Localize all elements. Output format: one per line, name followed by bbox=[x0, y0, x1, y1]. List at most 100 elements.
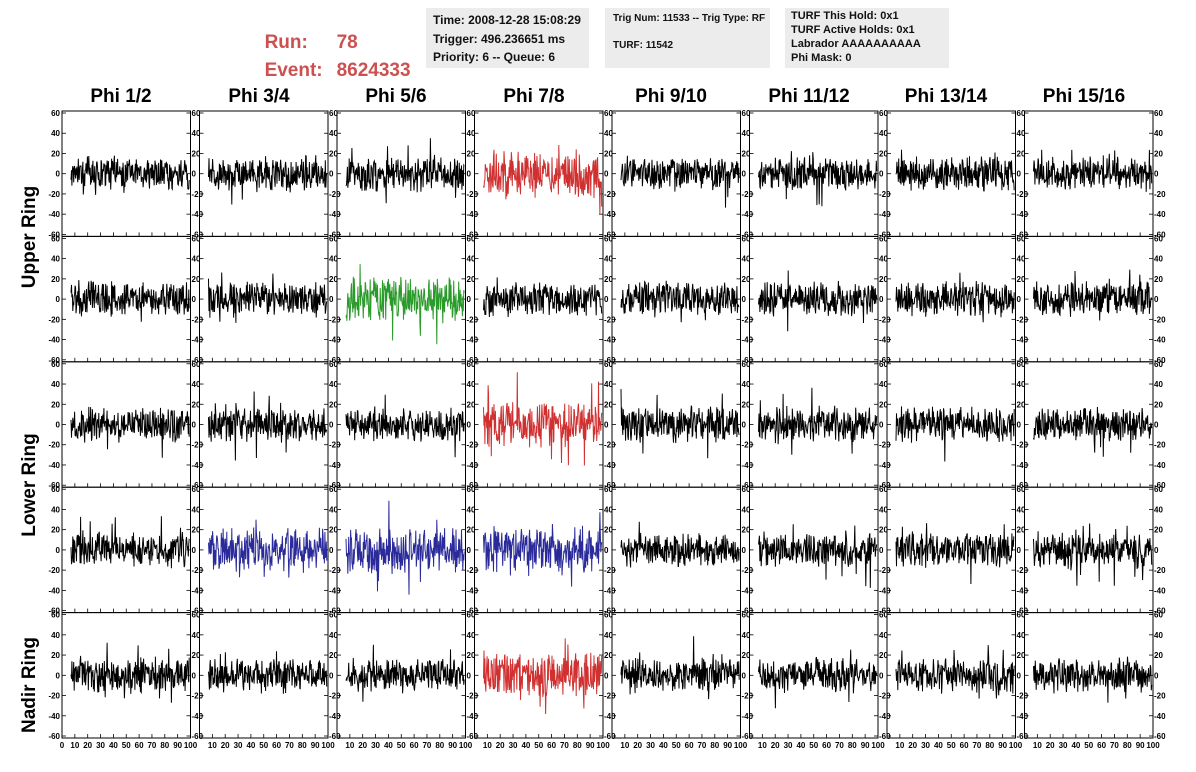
waveform-trace bbox=[208, 391, 328, 461]
y-tick-label: 60 bbox=[742, 611, 751, 620]
time-info-box: Time: 2008-12-28 15:08:29 Trigger: 496.2… bbox=[426, 8, 589, 68]
y-tick-label: -60 bbox=[467, 356, 479, 365]
event-label: Event: bbox=[254, 38, 323, 82]
y-tick-label: 0 bbox=[742, 421, 747, 430]
x-tick-label: 30 bbox=[646, 741, 655, 750]
y-tick-label: -40 bbox=[1017, 461, 1029, 470]
y-tick-label: -60 bbox=[879, 481, 891, 490]
waveform-trace bbox=[1033, 656, 1153, 703]
phi-label-5-6: Phi 5/6 bbox=[365, 86, 427, 107]
y-tick-label: 0 bbox=[604, 671, 609, 680]
trig-info-box: Trig Num: 11533 -- Trig Type: RF TURF: 1… bbox=[605, 8, 770, 68]
y-tick-label: -20 bbox=[467, 566, 479, 575]
y-tick-label: 0 bbox=[467, 170, 472, 179]
y-tick-label: 20 bbox=[1017, 149, 1026, 158]
y-tick-label: -40 bbox=[192, 336, 204, 345]
x-tick-label: 80 bbox=[848, 741, 857, 750]
y-tick-label: 60 bbox=[879, 360, 888, 369]
x-tick-label: 10 bbox=[895, 741, 904, 750]
y-tick-label: 0 bbox=[1154, 170, 1159, 179]
y-tick-label: -60 bbox=[604, 356, 616, 365]
y-tick-label: 20 bbox=[329, 149, 338, 158]
y-tick-label: 40 bbox=[742, 631, 751, 640]
y-tick-label: 60 bbox=[192, 611, 201, 620]
waveform-trace bbox=[70, 155, 190, 195]
y-tick-label: 40 bbox=[1017, 129, 1026, 138]
y-tick-label: 60 bbox=[192, 485, 201, 494]
x-tick-label: 50 bbox=[1084, 741, 1093, 750]
y-tick-label: 0 bbox=[1017, 546, 1022, 555]
y-tick-label: -60 bbox=[879, 356, 891, 365]
y-tick-label: 20 bbox=[1154, 526, 1163, 535]
x-tick-label: 100 bbox=[871, 741, 885, 750]
y-tick-label: 20 bbox=[879, 651, 888, 660]
panel-r0-c2: -60 -40 -20 0 20 40 60 bbox=[336, 109, 479, 239]
y-tick-label: -60 bbox=[467, 230, 479, 239]
x-tick-label: 50 bbox=[672, 741, 681, 750]
y-tick-label: 20 bbox=[51, 651, 60, 660]
y-tick-label: 60 bbox=[467, 611, 476, 620]
panel-r0-c6: -60 -40 -20 0 20 40 60 bbox=[886, 109, 1029, 239]
y-tick-label: 60 bbox=[604, 485, 613, 494]
y-tick-label: 0 bbox=[467, 295, 472, 304]
panel-r0-c3: -60 -40 -20 0 20 40 60 bbox=[474, 109, 616, 239]
y-tick-label: 40 bbox=[742, 255, 751, 264]
y-tick-label: -20 bbox=[329, 692, 341, 701]
x-tick-label: 40 bbox=[521, 741, 530, 750]
waveform-trace bbox=[70, 406, 190, 458]
y-tick-label: 0 bbox=[1154, 546, 1159, 555]
waveform-trace bbox=[895, 406, 1015, 462]
y-tick-label: 20 bbox=[1154, 275, 1163, 284]
y-tick-label: 20 bbox=[192, 651, 201, 660]
y-tick-label: -60 bbox=[48, 732, 60, 741]
y-tick-label: -60 bbox=[1154, 230, 1166, 239]
y-tick-label: 40 bbox=[879, 505, 888, 514]
y-tick-label: 60 bbox=[1154, 485, 1163, 494]
y-tick-label: -20 bbox=[879, 190, 891, 199]
y-tick-label: -20 bbox=[329, 190, 341, 199]
y-tick-label: 20 bbox=[604, 651, 613, 660]
y-tick-label: -40 bbox=[1017, 712, 1029, 721]
x-tick-label: 10 bbox=[483, 741, 492, 750]
waveform-trace bbox=[895, 523, 1015, 585]
y-tick-label: 60 bbox=[1154, 109, 1163, 118]
y-tick-label: -60 bbox=[879, 732, 891, 741]
x-tick-label: 90 bbox=[998, 741, 1007, 750]
y-tick-label: -40 bbox=[1017, 336, 1029, 345]
y-tick-label: -20 bbox=[879, 441, 891, 450]
waveform-trace bbox=[345, 264, 465, 345]
y-tick-label: -60 bbox=[467, 481, 479, 490]
x-tick-label: 60 bbox=[685, 741, 694, 750]
x-tick-label: 30 bbox=[1059, 741, 1068, 750]
x-tick-label: 20 bbox=[633, 741, 642, 750]
y-tick-label: 40 bbox=[329, 380, 338, 389]
y-tick-label: 20 bbox=[879, 275, 888, 284]
panel-r2-c1: -60 -40 -20 0 20 40 60 bbox=[199, 360, 341, 490]
y-tick-label: 40 bbox=[604, 255, 613, 264]
y-tick-label: -20 bbox=[48, 692, 60, 701]
y-tick-label: 0 bbox=[742, 546, 747, 555]
y-tick-label: 60 bbox=[604, 234, 613, 243]
y-tick-label: -40 bbox=[1017, 210, 1029, 219]
y-tick-label: -60 bbox=[1017, 732, 1029, 741]
x-tick-label: 100 bbox=[184, 741, 198, 750]
y-tick-label: 60 bbox=[467, 109, 476, 118]
y-tick-label: -40 bbox=[329, 461, 341, 470]
y-tick-label: 0 bbox=[1017, 671, 1022, 680]
y-tick-label: -20 bbox=[742, 190, 754, 199]
y-tick-label: 0 bbox=[329, 546, 334, 555]
waveform-trace bbox=[620, 389, 740, 459]
x-tick-label: 50 bbox=[397, 741, 406, 750]
phi-label-9-10: Phi 9/10 bbox=[635, 86, 707, 107]
y-tick-label: -40 bbox=[467, 712, 479, 721]
y-tick-label: 60 bbox=[1154, 360, 1163, 369]
y-tick-label: -40 bbox=[879, 336, 891, 345]
panel-r3-c3: -60 -40 -20 0 20 40 60 bbox=[474, 485, 616, 616]
y-tick-label: -60 bbox=[604, 732, 616, 741]
y-tick-label: 20 bbox=[192, 400, 201, 409]
waveform-trace bbox=[1033, 149, 1153, 192]
y-tick-label: 0 bbox=[879, 671, 884, 680]
y-tick-label: 40 bbox=[1154, 380, 1163, 389]
waveform-trace bbox=[620, 280, 740, 323]
y-tick-label: 20 bbox=[1017, 651, 1026, 660]
